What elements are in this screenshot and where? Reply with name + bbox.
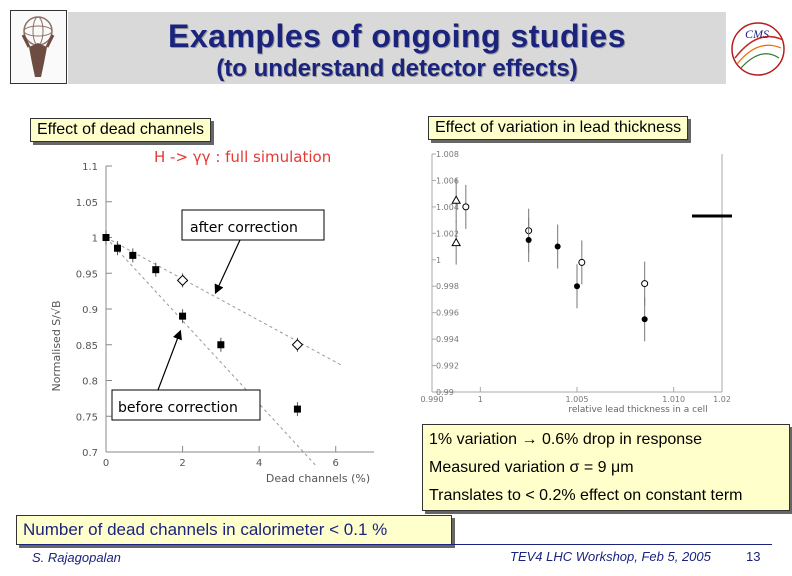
dead-channels-chart: H -> γγ : full simulation Normalised S/√…	[50, 148, 374, 485]
y-tick-label: 1.004	[436, 203, 459, 212]
x-tick-label: 0.990	[421, 395, 444, 404]
bottom-note-text: Number of dead channels in calorimeter <…	[23, 520, 388, 539]
x-tick-label: 0	[103, 458, 109, 469]
footer-page-number: 13	[746, 549, 761, 564]
slide-subtitle: (to understand detector effects)	[216, 55, 578, 82]
lead-thickness-label-text: Effect of variation in lead thickness	[435, 119, 682, 136]
point-filled-circle	[525, 236, 532, 243]
y-tick-label: 0.95	[76, 269, 98, 280]
footer-divider	[20, 544, 772, 545]
x-tick-label: 1.005	[566, 395, 589, 404]
y-tick-label: 0.996	[436, 309, 459, 318]
svg-text:CMS: CMS	[745, 27, 769, 41]
result-box: 1% variation → 0.6% drop in response Mea…	[422, 424, 790, 511]
y-tick-label: 0.994	[436, 335, 459, 344]
point-filled-circle	[641, 316, 648, 323]
x-tick-label: 1	[478, 395, 483, 404]
x-tick-label: 4	[256, 458, 262, 469]
point-before-correction	[113, 244, 121, 252]
chart-xlabel: relative lead thickness in a cell	[568, 405, 707, 415]
chart-header: H -> γγ : full simulation	[154, 148, 331, 166]
result-line-3: Translates to < 0.2% effect on constant …	[429, 487, 743, 504]
after-correction-box	[181, 209, 325, 241]
y-tick-label: 1	[92, 234, 98, 245]
x-tick-label: 1.02	[713, 395, 731, 404]
y-tick-label: 0.99	[436, 388, 454, 397]
y-tick-label: 0.85	[76, 341, 98, 352]
x-tick-label: 6	[333, 458, 339, 469]
result-line-2: Measured variation σ = 9 μm	[429, 459, 634, 476]
after-arrow	[214, 239, 241, 295]
y-tick-label: 0.992	[436, 362, 459, 371]
y-tick-label: 1.05	[76, 198, 98, 209]
point-triangle	[451, 237, 462, 247]
point-before-correction	[129, 251, 137, 259]
point-before-correction	[293, 405, 301, 413]
dead-channels-label-text: Effect of dead channels	[37, 121, 204, 138]
point-after-correction	[291, 339, 304, 351]
point-open-circle	[462, 203, 470, 211]
after-correction-text: after correction	[190, 220, 298, 236]
y-tick-label: 0.998	[436, 282, 459, 291]
y-tick-label: 0.9	[82, 305, 98, 316]
after-trend-line	[105, 237, 344, 367]
y-tick-label: 1	[436, 256, 441, 265]
y-tick-label: 1.1	[82, 162, 98, 173]
point-triangle	[451, 195, 462, 204]
y-tick-label: 1.008	[436, 150, 459, 159]
bottom-note-box: Number of dead channels in calorimeter <…	[16, 515, 452, 545]
before-trend-line	[105, 237, 317, 467]
chart-xlabel: Dead channels (%)	[266, 472, 370, 485]
point-filled-circle	[554, 243, 561, 250]
before-arrow	[157, 329, 182, 391]
point-open-circle	[578, 258, 586, 266]
y-tick-label: 0.7	[82, 448, 98, 459]
title-banner: Examples of ongoing studies (to understa…	[68, 12, 726, 84]
y-tick-label: 0.8	[82, 377, 98, 388]
footer-author: S. Rajagopalan	[32, 550, 121, 565]
lead-thickness-label: Effect of variation in lead thickness	[428, 116, 689, 140]
dead-channels-label: Effect of dead channels	[30, 118, 211, 142]
y-tick-label: 1.002	[436, 229, 459, 238]
y-tick-label: 1.006	[436, 176, 459, 185]
point-after-correction	[176, 274, 189, 287]
x-tick-label: 1.010	[662, 395, 685, 404]
point-before-correction	[217, 341, 225, 349]
point-before-correction	[152, 266, 160, 274]
point-filled-circle	[574, 283, 580, 290]
footer-event: TEV4 LHC Workshop, Feb 5, 2005	[510, 549, 711, 564]
x-tick-label: 2	[179, 458, 185, 469]
atlas-logo	[10, 10, 67, 84]
before-correction-text: before correction	[118, 400, 238, 416]
chart-ylabel: Normalised S/√B	[50, 300, 63, 391]
slide-title: Examples of ongoing studies	[168, 18, 626, 54]
point-before-correction	[102, 234, 110, 241]
result-line-1: 1% variation → 0.6% drop in response	[429, 431, 703, 448]
point-open-circle	[641, 280, 649, 288]
y-tick-label: 0.75	[76, 412, 98, 423]
point-before-correction	[179, 312, 187, 320]
before-correction-box	[111, 389, 261, 421]
cms-logo: CMS	[727, 18, 789, 80]
lead-thickness-chart: 1.008 1.006 1.004 1.002 1 0.998 0.996 0.994 0.99…	[421, 150, 732, 415]
